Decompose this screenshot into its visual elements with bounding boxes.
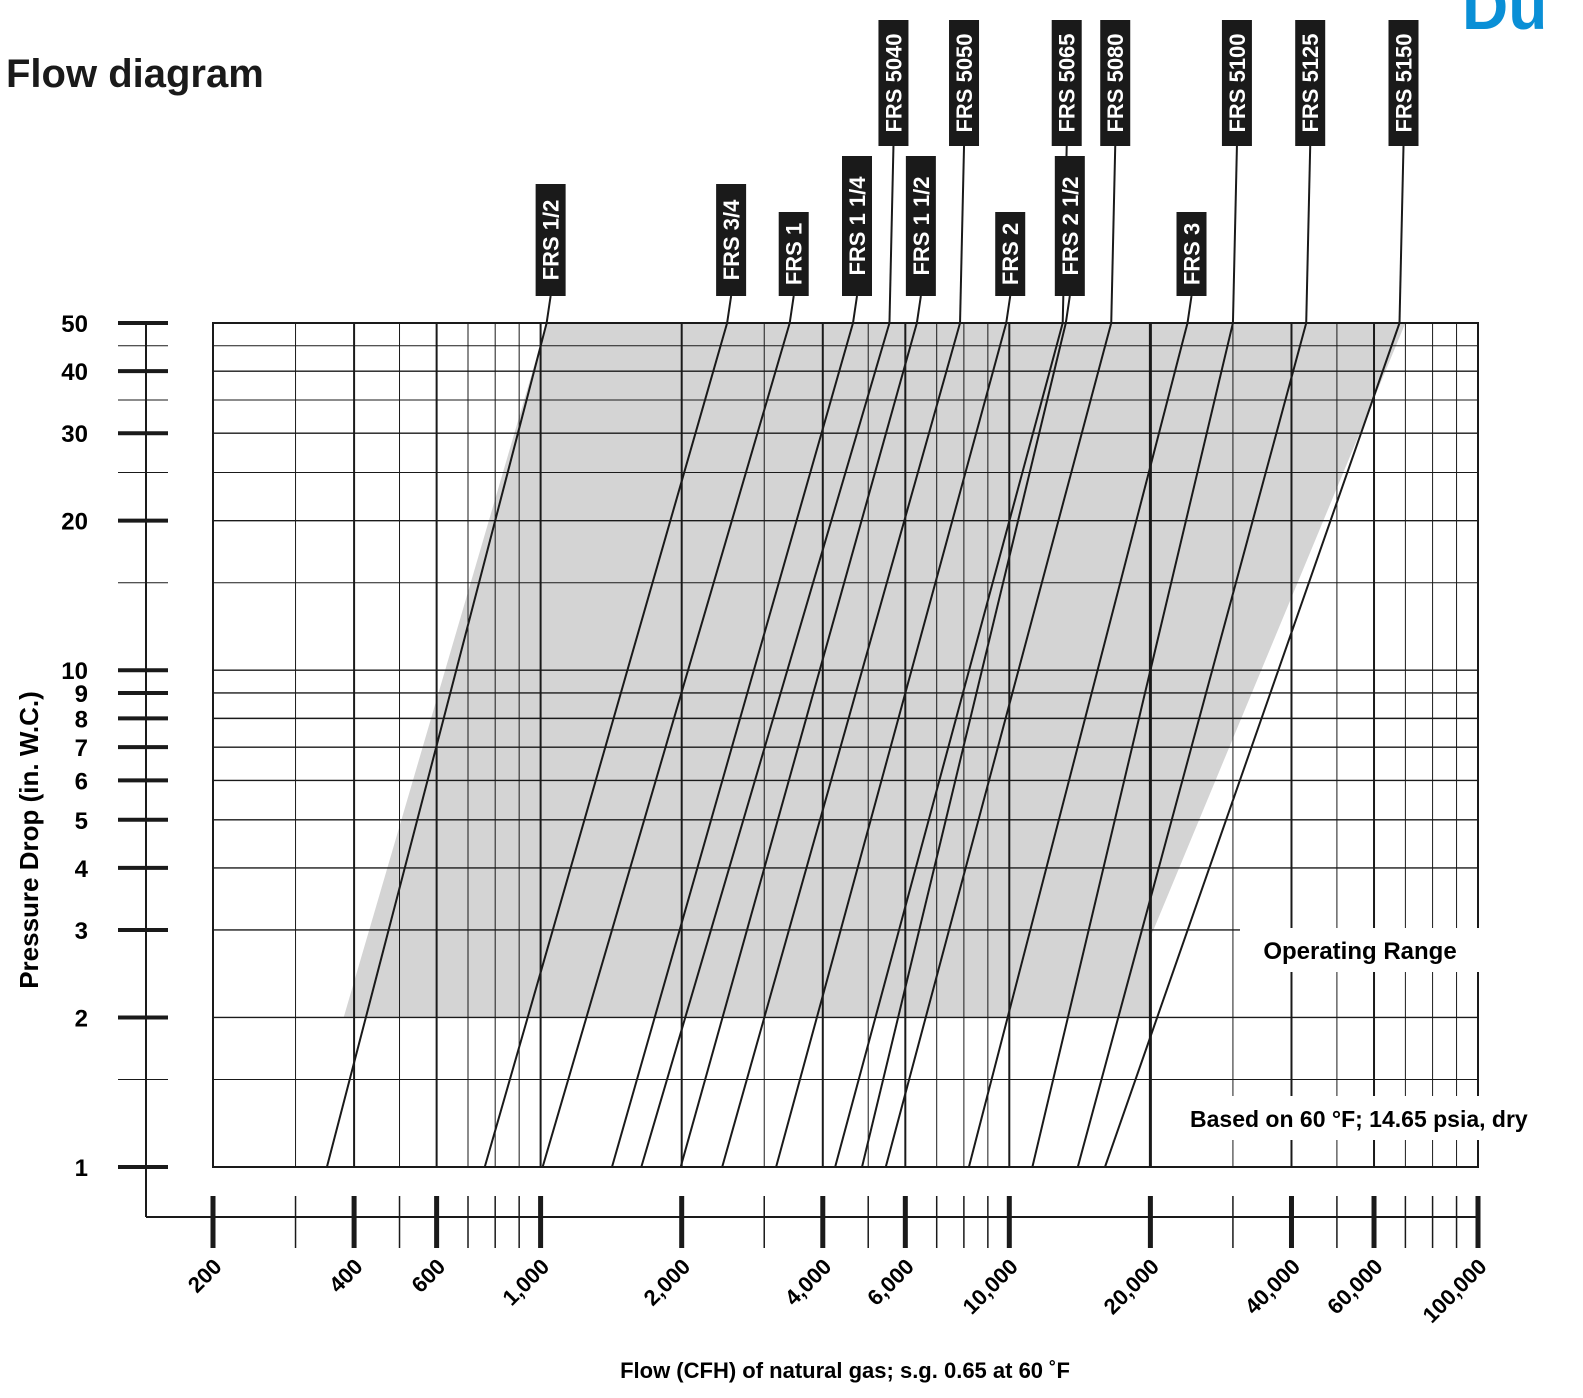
y-tick-label: 6 [75,768,88,795]
x-tick-label: 2,000 [639,1254,696,1311]
series-label: FRS 1 [782,223,807,285]
chart-annotations: Operating Range Based on 60 °F; 14.65 psi… [1186,928,1583,1140]
y-tick-label: 3 [75,918,88,945]
x-tick-label: 20,000 [1099,1254,1164,1319]
series-line [1076,322,1308,1168]
x-tick-label: 1,000 [498,1254,555,1311]
brand-logo-fragment: Du [1462,0,1548,43]
x-tick-label: 200 [183,1254,227,1298]
series-line [611,322,854,1168]
series-line [325,322,548,1168]
series-label-box [1051,20,1082,146]
y-tick-label: 1 [75,1155,88,1182]
x-tick-label: 6,000 [862,1254,919,1311]
y-tick-label: 9 [75,681,88,708]
series-line [967,322,1189,1168]
series-leader [1231,145,1238,324]
series-label: FRS 2 1/2 [1058,176,1083,275]
x-tick-label: 40,000 [1240,1254,1305,1319]
y-tick-label: 30 [61,421,88,448]
series-label-box [878,20,909,146]
operating-range-label-bg [1240,928,1480,972]
series-leader [915,295,922,324]
series-label: FRS 5065 [1055,33,1080,132]
series-leader [888,145,895,324]
series-leader [545,295,552,324]
x-tick-label: 600 [407,1254,451,1298]
y-tick-label: 50 [61,311,88,338]
series-line [834,322,1064,1168]
series-leader [1398,145,1405,324]
series-leader [1005,295,1012,324]
series-line [541,322,791,1168]
series-leader [726,295,733,324]
series-label: FRS 1 1/2 [909,176,934,275]
series-label-box [1388,20,1419,146]
operating-range-label: Operating Range [1263,938,1456,965]
series-leader [1064,295,1071,324]
series-leader [959,145,966,324]
y-axis-label: Pressure Drop (in. W.C.) [14,691,44,989]
series-line [884,322,1113,1168]
y-tick-label: 4 [75,856,89,883]
series-label: FRS 1 1/4 [845,176,870,276]
x-tick-label: 10,000 [958,1254,1023,1319]
series-label: FRS 3 [1180,223,1205,285]
x-tick-label: 100,000 [1418,1254,1492,1328]
series-label: FRS 5050 [952,33,977,132]
series-line [679,322,918,1168]
x-axis-label: Flow (CFH) of natural gas; s.g. 0.65 at … [620,1358,1070,1383]
series-label-box [842,156,873,296]
y-tick-label: 40 [61,359,88,386]
series-line [861,322,1067,1168]
x-tick-label: 4,000 [780,1254,837,1311]
series-line [721,322,961,1168]
page-title: Flow diagram [6,52,264,96]
series-line [1031,322,1234,1168]
note-bg [1186,1096,1583,1140]
series-label-box [1295,20,1326,146]
series-label-box [1054,156,1085,296]
series-label-box [1100,20,1131,146]
series-leader [1305,145,1312,324]
series-label-box [535,184,566,296]
series-line [1104,322,1401,1168]
y-tick-label: 7 [75,735,88,762]
series-line [640,322,891,1168]
y-tick-label: 8 [75,706,88,733]
y-tick-label: 2 [75,1005,88,1032]
x-tick-label: 60,000 [1322,1254,1387,1319]
conditions-note: Based on 60 °F; 14.65 psia, dry [1190,1106,1528,1132]
series-label-box [995,212,1026,296]
series-labels: FRS 1/2 FRS 3/4 FRS 1 FRS 1 1/4 FRS 5040 FRS … [535,20,1419,296]
series-label: FRS 5040 [881,33,906,132]
x-tick-label: 400 [324,1254,368,1298]
series-leader [1110,145,1117,324]
y-tick-label: 5 [75,808,88,835]
plot-frame [212,322,1479,1168]
y-tick-label: 10 [61,658,88,685]
y-tick-label: 20 [61,509,88,536]
series-label-box [1176,212,1207,296]
series-label: FRS 1/2 [539,200,564,281]
series-line [775,322,1008,1168]
series-leader [1186,295,1193,324]
series-label: FRS 2 [998,223,1023,285]
series-line [483,322,729,1168]
series-label: FRS 5125 [1298,33,1323,132]
series-label: FRS 3/4 [719,199,744,280]
series-label-box [949,20,980,146]
series-label: FRS 5100 [1225,33,1250,132]
series-leader [852,295,858,324]
series-label-box [905,156,936,296]
series-label: FRS 5150 [1391,33,1416,132]
series-label-box [778,212,809,296]
series-label-box [716,184,747,296]
series-label-box [1221,20,1252,146]
series-leader [788,295,795,324]
series-label: FRS 5080 [1103,33,1128,132]
